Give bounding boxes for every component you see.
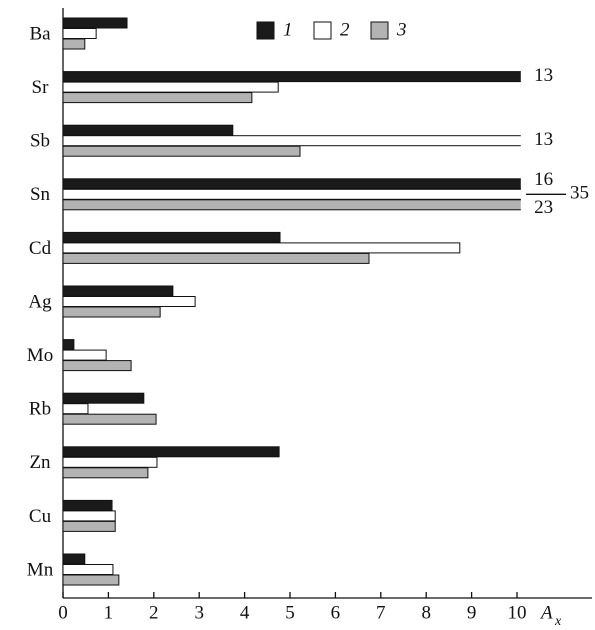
bar [63, 553, 86, 565]
bar [63, 499, 113, 511]
y-tick-label: Sb [30, 131, 50, 152]
value-label: 23 [534, 197, 553, 218]
bar [63, 467, 149, 479]
legend-label: 2 [340, 19, 350, 40]
value-label: 35 [570, 183, 589, 204]
bar [63, 92, 253, 104]
bar [63, 81, 279, 93]
y-tick-label: Zn [29, 452, 51, 473]
x-tick-label: 0 [58, 602, 68, 623]
bar [63, 349, 107, 361]
bar [63, 28, 97, 39]
value-label: 13 [534, 129, 553, 150]
legend-swatch [313, 21, 332, 40]
y-tick-label: Rb [29, 399, 51, 420]
bar [63, 231, 281, 243]
legend-label: 1 [283, 19, 293, 40]
bar [63, 520, 116, 532]
bars [63, 17, 521, 586]
bar [63, 403, 89, 415]
x-tick-label: 9 [467, 602, 477, 623]
bar [63, 339, 75, 351]
x-tick-label: 1 [104, 602, 114, 623]
bar [63, 145, 301, 157]
bar [63, 413, 157, 425]
x-tick-label: 8 [421, 602, 431, 623]
y-tick-label: Cu [29, 506, 52, 527]
legend-swatch [370, 21, 389, 40]
x-tick-label: 3 [194, 602, 204, 623]
value-label: 13 [534, 65, 553, 86]
y-tick-label: Cd [29, 238, 52, 259]
y-tick-label: Mn [27, 559, 54, 580]
bar [63, 564, 114, 575]
x-tick-label: 7 [376, 602, 386, 623]
bar [63, 285, 174, 297]
bar [63, 242, 461, 254]
x-axis-label-sub: x [554, 614, 562, 629]
bar [63, 17, 128, 29]
x-tick-label: 4 [240, 602, 250, 623]
x-tick-label: 5 [285, 602, 295, 623]
x-tick-label: 2 [149, 602, 159, 623]
bar [63, 38, 86, 50]
bar [63, 71, 521, 83]
x-tick-label: 6 [331, 602, 341, 623]
bar [63, 456, 158, 468]
x-axis-label: A [539, 602, 553, 623]
bar [63, 446, 280, 458]
bar [63, 135, 521, 147]
bar [63, 360, 132, 372]
bar [63, 392, 145, 404]
y-tick-label: Sn [30, 184, 51, 205]
bar [63, 178, 521, 190]
bar [63, 252, 370, 264]
y-tick-label: Ag [28, 291, 52, 312]
bar [63, 188, 521, 200]
y-tick-label: Ba [29, 23, 51, 44]
legend-swatch [256, 21, 275, 40]
y-tick-label: Mo [27, 345, 53, 366]
x-tick-label: 10 [508, 602, 527, 623]
bar [63, 296, 196, 307]
y-tick-label: Sr [32, 77, 50, 98]
bar [63, 199, 521, 211]
bar [63, 306, 161, 318]
value-label: 16 [534, 169, 553, 190]
legend-label: 3 [396, 19, 407, 40]
bar [63, 510, 116, 522]
bar [63, 124, 234, 136]
bar [63, 574, 120, 586]
